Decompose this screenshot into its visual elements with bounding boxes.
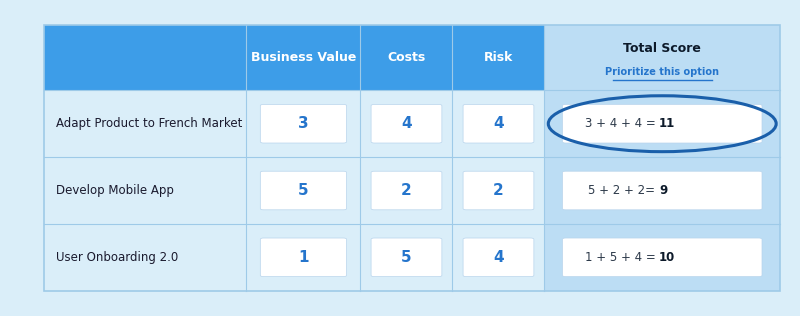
FancyBboxPatch shape xyxy=(545,90,780,291)
Text: Risk: Risk xyxy=(484,51,513,64)
Text: 5: 5 xyxy=(298,183,309,198)
Text: Adapt Product to French Market: Adapt Product to French Market xyxy=(56,117,242,130)
FancyBboxPatch shape xyxy=(260,238,346,276)
Text: 4: 4 xyxy=(493,116,504,131)
FancyBboxPatch shape xyxy=(260,104,346,143)
Text: 2: 2 xyxy=(401,183,412,198)
Text: 3 + 4 + 4 =: 3 + 4 + 4 = xyxy=(585,117,659,130)
Text: 2: 2 xyxy=(493,183,504,198)
Text: 9: 9 xyxy=(659,184,667,197)
Text: Business Value: Business Value xyxy=(250,51,356,64)
FancyBboxPatch shape xyxy=(463,171,534,210)
Text: 3: 3 xyxy=(298,116,309,131)
FancyBboxPatch shape xyxy=(562,171,762,210)
Text: Prioritize this option: Prioritize this option xyxy=(606,67,719,77)
Text: 10: 10 xyxy=(659,251,675,264)
Text: Develop Mobile App: Develop Mobile App xyxy=(56,184,174,197)
Text: User Onboarding 2.0: User Onboarding 2.0 xyxy=(56,251,178,264)
FancyBboxPatch shape xyxy=(44,25,780,291)
FancyBboxPatch shape xyxy=(371,171,442,210)
Text: 5: 5 xyxy=(401,250,412,265)
Text: Total Score: Total Score xyxy=(623,41,701,55)
Text: 4: 4 xyxy=(493,250,504,265)
Text: 4: 4 xyxy=(401,116,412,131)
Text: 5 + 2 + 2=: 5 + 2 + 2= xyxy=(588,184,659,197)
FancyBboxPatch shape xyxy=(260,171,346,210)
Text: 11: 11 xyxy=(659,117,675,130)
FancyBboxPatch shape xyxy=(463,238,534,276)
FancyBboxPatch shape xyxy=(562,238,762,276)
FancyBboxPatch shape xyxy=(44,25,545,90)
FancyBboxPatch shape xyxy=(562,104,762,143)
FancyBboxPatch shape xyxy=(371,104,442,143)
FancyBboxPatch shape xyxy=(371,238,442,276)
Text: 1: 1 xyxy=(298,250,309,265)
FancyBboxPatch shape xyxy=(463,104,534,143)
FancyBboxPatch shape xyxy=(545,25,780,90)
Text: Costs: Costs xyxy=(387,51,426,64)
Text: 1 + 5 + 4 =: 1 + 5 + 4 = xyxy=(585,251,659,264)
